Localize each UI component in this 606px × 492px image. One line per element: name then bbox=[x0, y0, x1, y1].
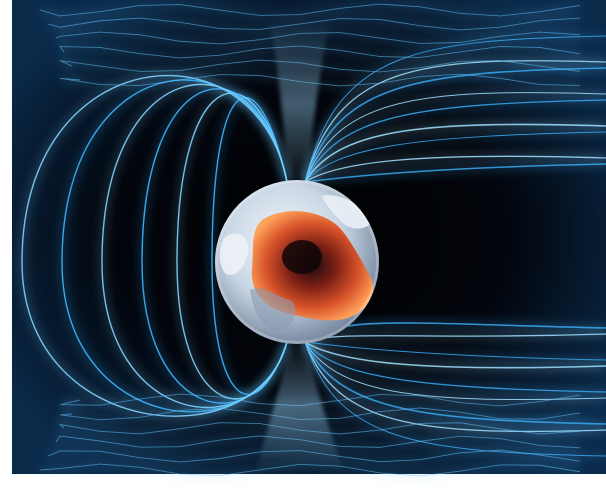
field-line bbox=[304, 341, 606, 433]
field-line bbox=[304, 341, 606, 393]
field-line bbox=[304, 163, 606, 183]
field-line bbox=[101, 83, 288, 408]
field-line bbox=[304, 99, 606, 183]
continent bbox=[219, 233, 249, 275]
field-line bbox=[39, 3, 581, 17]
field-line bbox=[304, 341, 606, 369]
field-line bbox=[304, 131, 606, 183]
field-line bbox=[304, 341, 606, 401]
polar-beams bbox=[255, 20, 345, 474]
field-line bbox=[304, 123, 606, 183]
field-line bbox=[304, 341, 606, 457]
continent bbox=[322, 195, 372, 229]
field-line bbox=[141, 88, 288, 404]
continent bbox=[250, 288, 296, 331]
field-line bbox=[21, 74, 288, 417]
field-line bbox=[304, 155, 606, 183]
earth-globe bbox=[215, 180, 379, 344]
field-line bbox=[304, 341, 606, 425]
field-line bbox=[304, 67, 606, 183]
field-line bbox=[304, 341, 606, 361]
field-line bbox=[304, 60, 606, 183]
inner-core bbox=[282, 240, 322, 274]
field-line bbox=[304, 35, 606, 183]
field-line bbox=[304, 92, 606, 183]
